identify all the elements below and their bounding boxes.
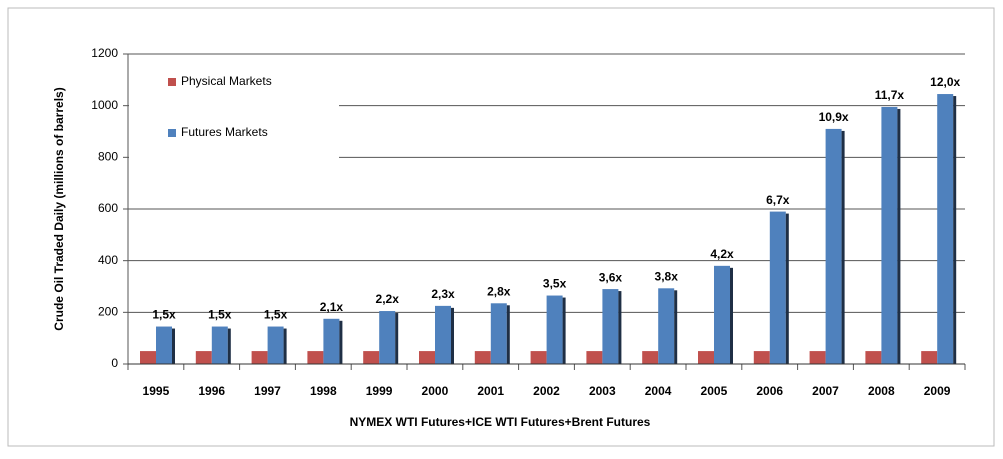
- legend-swatch: [168, 129, 176, 137]
- bar-shadow: [172, 328, 175, 364]
- y-tick-label: 400: [98, 253, 118, 267]
- x-tick-label: 1997: [254, 384, 281, 398]
- x-tick-label: 2009: [924, 384, 951, 398]
- bar: [602, 289, 619, 364]
- bar: [379, 311, 396, 364]
- x-tick-label: 2006: [756, 384, 783, 398]
- x-tick-label: 1999: [366, 384, 393, 398]
- x-tick-label: 2008: [868, 384, 895, 398]
- bar-shadow: [785, 213, 789, 364]
- x-tick-label: 1996: [198, 384, 225, 398]
- bar: [825, 128, 842, 364]
- legend-box: [129, 58, 339, 170]
- legend-label: Physical Markets: [181, 74, 272, 88]
- bar: [251, 351, 268, 364]
- bar-shadow: [506, 305, 510, 364]
- bar: [323, 318, 340, 364]
- bar: [156, 326, 172, 364]
- y-axis-title: Crude Oil Traded Daily (millions of barr…: [52, 87, 66, 330]
- ratio-label: 6,7x: [766, 193, 790, 207]
- bar-shadow: [730, 267, 733, 364]
- bar: [865, 351, 882, 364]
- ratio-label: 12,0x: [930, 75, 960, 89]
- y-tick-label: 1000: [91, 98, 118, 112]
- x-tick-label: 1995: [143, 384, 170, 398]
- bar-shadow: [674, 290, 678, 364]
- bar: [642, 351, 659, 364]
- x-tick-label: 1998: [310, 384, 337, 398]
- bar: [769, 211, 786, 364]
- bar-shadow: [395, 313, 399, 364]
- ratio-label: 1,5x: [208, 308, 232, 322]
- bar: [921, 351, 938, 364]
- bar: [419, 351, 435, 364]
- bar: [753, 351, 770, 364]
- y-tick-label: 200: [98, 305, 118, 319]
- bar: [474, 351, 491, 364]
- ratio-label: 3,5x: [543, 277, 567, 291]
- bar: [714, 265, 730, 364]
- bar-shadow: [897, 108, 901, 364]
- legend-label: Futures Markets: [181, 125, 268, 139]
- x-tick-label: 2001: [477, 384, 504, 398]
- bar-shadow: [339, 320, 343, 364]
- bar: [490, 303, 507, 364]
- bar-shadow: [841, 130, 845, 364]
- bar-shadow: [953, 96, 957, 365]
- bar: [211, 326, 228, 364]
- y-tick-label: 1200: [91, 46, 118, 60]
- bar: [307, 351, 324, 364]
- bar: [658, 288, 675, 364]
- y-tick-label: 0: [111, 356, 118, 370]
- bar: [530, 351, 547, 364]
- x-tick-label: 2005: [701, 384, 728, 398]
- bar-shadow: [618, 291, 622, 364]
- bar: [195, 351, 212, 364]
- bar: [267, 326, 284, 364]
- ratio-label: 1,5x: [152, 308, 176, 322]
- ratio-label: 3,8x: [655, 269, 679, 283]
- bar: [363, 351, 380, 364]
- legend-swatch: [168, 78, 176, 86]
- x-tick-label: 2007: [812, 384, 839, 398]
- bar: [546, 295, 563, 364]
- x-axis-title: NYMEX WTI Futures+ICE WTI Futures+Brent …: [350, 415, 651, 429]
- bar: [586, 351, 603, 364]
- ratio-label: 3,6x: [599, 270, 623, 284]
- bar-shadow: [562, 297, 566, 364]
- bar: [698, 351, 714, 364]
- x-tick-label: 2003: [589, 384, 616, 398]
- y-tick-label: 600: [98, 201, 118, 215]
- ratio-label: 1,5x: [264, 308, 288, 322]
- x-tick-label: 2002: [533, 384, 560, 398]
- ratio-label: 10,9x: [819, 110, 849, 124]
- ratio-label: 2,3x: [431, 287, 455, 301]
- x-tick-label: 2000: [422, 384, 449, 398]
- ratio-label: 2,8x: [487, 284, 511, 298]
- bar-shadow: [283, 328, 287, 364]
- bar: [435, 305, 451, 364]
- ratio-label: 2,2x: [376, 292, 400, 306]
- bar: [809, 351, 826, 364]
- bar: [881, 106, 898, 364]
- bar-shadow: [451, 307, 454, 364]
- ratio-label: 11,7x: [875, 88, 905, 102]
- bar-shadow: [227, 328, 231, 364]
- y-tick-label: 800: [98, 150, 118, 164]
- ratio-label: 2,1x: [320, 300, 344, 314]
- bar: [937, 94, 954, 365]
- bar: [140, 351, 156, 364]
- ratio-label: 4,2x: [710, 247, 734, 261]
- x-tick-label: 2004: [645, 384, 672, 398]
